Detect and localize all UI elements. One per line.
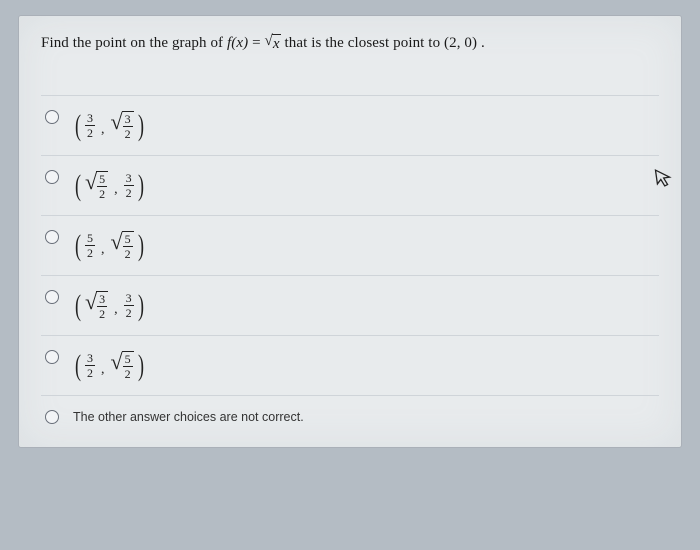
num: 5: [97, 173, 107, 186]
comma: ,: [101, 122, 105, 141]
num: 5: [123, 353, 133, 366]
option-d-second: 3 2: [124, 292, 134, 319]
num: 3: [124, 292, 134, 305]
option-c-first: 5 2: [85, 232, 95, 259]
num: 3: [124, 172, 134, 185]
option-b-formula: ( √ 5 2 , 3 2 ): [73, 171, 146, 201]
comma: ,: [101, 362, 105, 381]
option-e[interactable]: ( 3 2 , √ 5 2 ): [41, 335, 659, 395]
option-a-first: 3 2: [85, 112, 95, 139]
options-list: ( 3 2 , √ 3 2 ): [41, 95, 659, 437]
option-a[interactable]: ( 3 2 , √ 3 2 ): [41, 95, 659, 155]
target-point: (2, 0): [444, 35, 477, 51]
paren-open-icon: (: [75, 231, 81, 261]
option-b-second: 3 2: [124, 172, 134, 199]
paren-open-icon: (: [75, 171, 81, 201]
den: 2: [85, 245, 95, 259]
den: 2: [97, 186, 107, 200]
radio-b[interactable]: [45, 170, 59, 184]
option-b[interactable]: ( √ 5 2 , 3 2 ): [41, 155, 659, 215]
option-c-second: √ 5 2: [111, 231, 134, 260]
option-a-second: √ 3 2: [111, 111, 134, 140]
radio-d[interactable]: [45, 290, 59, 304]
den: 2: [85, 125, 95, 139]
comma: ,: [101, 242, 105, 261]
option-f[interactable]: The other answer choices are not correct…: [41, 395, 659, 437]
paren-close-icon: ): [138, 111, 144, 141]
question-prefix: Find the point on the graph of: [41, 35, 227, 51]
paren-open-icon: (: [75, 351, 81, 381]
paren-close-icon: ): [138, 351, 144, 381]
den: 2: [123, 366, 133, 380]
equals: =: [252, 35, 264, 51]
question-card: Find the point on the graph of f(x) = √ …: [18, 15, 682, 448]
option-d-formula: ( √ 3 2 , 3 2 ): [73, 291, 146, 321]
paren-open-icon: (: [75, 111, 81, 141]
sqrt-arg: x: [272, 34, 281, 53]
radio-c[interactable]: [45, 230, 59, 244]
option-f-text: The other answer choices are not correct…: [73, 410, 304, 424]
option-e-first: 3 2: [85, 352, 95, 379]
den: 2: [85, 365, 95, 379]
radio-e[interactable]: [45, 350, 59, 364]
option-e-formula: ( 3 2 , √ 5 2 ): [73, 351, 146, 381]
comma: ,: [114, 182, 118, 201]
den: 2: [123, 246, 133, 260]
num: 5: [123, 233, 133, 246]
num: 3: [85, 112, 95, 125]
radio-f[interactable]: [45, 410, 59, 424]
sqrt-x: √ x: [265, 34, 281, 53]
den: 2: [97, 306, 107, 320]
option-e-second: √ 5 2: [111, 351, 134, 380]
option-c-formula: ( 5 2 , √ 5 2 ): [73, 231, 146, 261]
radio-a[interactable]: [45, 110, 59, 124]
paren-open-icon: (: [75, 291, 81, 321]
den: 2: [123, 126, 133, 140]
function-lhs: f(x): [227, 35, 248, 51]
option-c[interactable]: ( 5 2 , √ 5 2 ): [41, 215, 659, 275]
paren-close-icon: ): [138, 231, 144, 261]
num: 3: [123, 113, 133, 126]
num: 3: [97, 293, 107, 306]
option-d-first: √ 3 2: [85, 291, 108, 320]
comma: ,: [114, 302, 118, 321]
cursor-icon: [654, 167, 673, 194]
paren-close-icon: ): [138, 171, 144, 201]
option-a-formula: ( 3 2 , √ 3 2 ): [73, 111, 146, 141]
option-d[interactable]: ( √ 3 2 , 3 2 ): [41, 275, 659, 335]
question-text: Find the point on the graph of f(x) = √ …: [41, 34, 659, 53]
paren-close-icon: ): [138, 291, 144, 321]
question-middle: that is the closest point to: [284, 35, 444, 51]
num: 3: [85, 352, 95, 365]
option-b-first: √ 5 2: [85, 171, 108, 200]
num: 5: [85, 232, 95, 245]
question-suffix: .: [481, 35, 485, 51]
den: 2: [124, 185, 134, 199]
den: 2: [124, 305, 134, 319]
